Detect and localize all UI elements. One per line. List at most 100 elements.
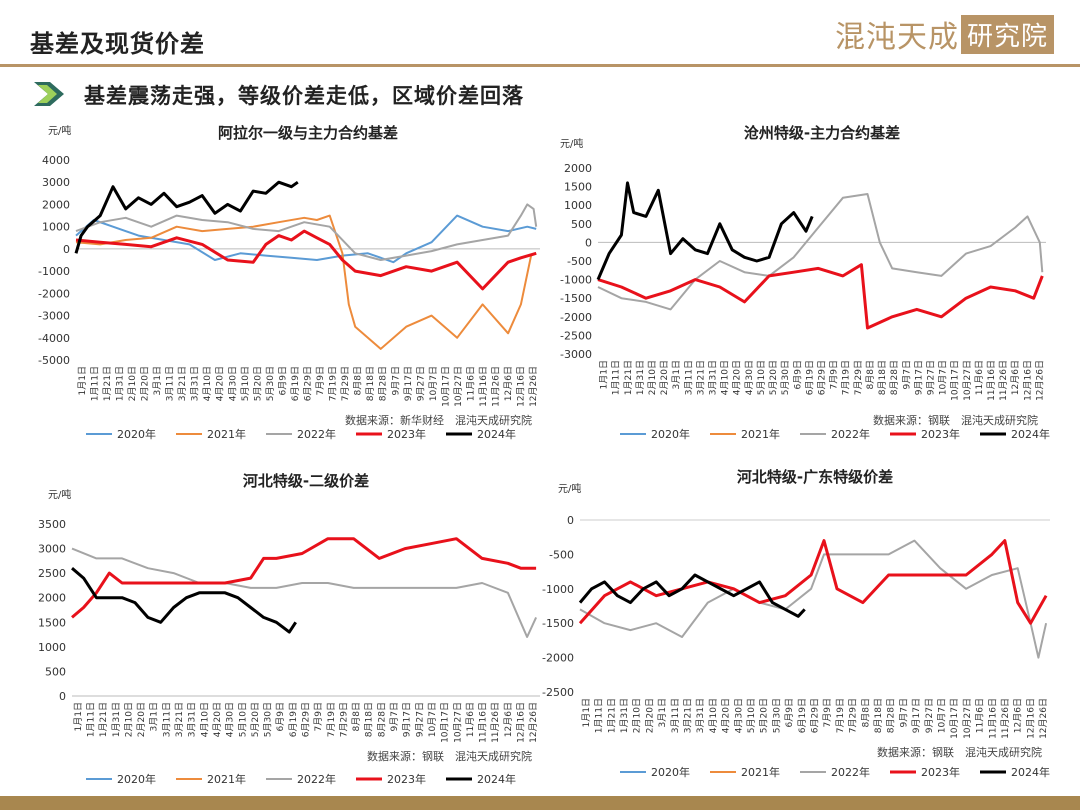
x-tick-label: 2月20日 <box>136 702 147 737</box>
x-tick-label: 4月20日 <box>732 360 743 395</box>
x-tick-label: 11月16日 <box>986 360 997 401</box>
x-tick-label: 12月16日 <box>516 702 527 743</box>
chart-alaer-basis: 阿拉尔一级与主力合约基差 元/吨 4000 3000 2000 1000 0 -1000 -20… <box>38 124 540 441</box>
page-title: 基差及现货价差 <box>30 30 205 58</box>
x-tick-label: 1月31日 <box>635 360 646 395</box>
chart-title: 阿拉尔一级与主力合约基差 <box>218 124 398 142</box>
x-tick-label: 11月6日 <box>465 702 476 737</box>
x-tick-label: 10月27日 <box>453 366 464 407</box>
y-tick-label: -2000 <box>38 287 70 300</box>
x-tick-label: 3月11日 <box>683 360 694 395</box>
y-tick-label: -500 <box>549 548 574 561</box>
x-tick-label: 1月11日 <box>594 698 605 733</box>
legend-label: 2024年 <box>477 772 516 786</box>
y-tick-label: 1000 <box>42 221 70 234</box>
x-tick-label: 4月10日 <box>708 698 719 733</box>
y-tick-label: 2000 <box>564 162 592 175</box>
x-tick-label: 12月6日 <box>1010 360 1021 395</box>
x-tick-label: 1月1日 <box>599 360 610 389</box>
series-line-2024 <box>71 567 297 634</box>
x-tick-label: 1月21日 <box>102 366 113 401</box>
brand-logo: 混沌天成 研究院 <box>835 14 1054 55</box>
x-tick-label: 1月11日 <box>611 360 622 395</box>
x-tick-label: 5月20日 <box>759 698 770 733</box>
legend-label: 2022年 <box>831 427 870 441</box>
y-tick-label: 4000 <box>42 154 70 167</box>
x-tick-label: 8月8日 <box>353 366 364 395</box>
x-tick-label: 7月9日 <box>315 366 326 395</box>
x-tick-label: 3月1日 <box>657 698 668 727</box>
x-tick-label: 11月16日 <box>478 366 489 407</box>
x-tick-label: 6月29日 <box>810 698 821 733</box>
x-tick-label: 5月10日 <box>240 366 251 401</box>
legend-label: 2023年 <box>921 765 960 779</box>
x-tick-label: 10月27日 <box>962 698 973 739</box>
legend-label: 2023年 <box>921 427 960 441</box>
y-tick-label: -1500 <box>542 617 574 630</box>
y-tick-label: -3000 <box>38 310 70 323</box>
y-tick-label: -1000 <box>38 265 70 278</box>
x-tick-label: 11月16日 <box>987 698 998 739</box>
series-line-2021 <box>75 214 537 350</box>
section-subtitle: 基差震荡走强，等级价差走低，区域价差回落 <box>84 84 524 108</box>
legend-label: 2023年 <box>387 772 426 786</box>
footer-bar <box>0 796 1080 810</box>
x-tick-label: 6月29日 <box>303 366 314 401</box>
x-tick-label: 3月31日 <box>187 702 198 737</box>
x-tick-label: 7月19日 <box>326 702 337 737</box>
series-line-2020 <box>75 214 537 264</box>
legend-label: 2024年 <box>477 427 516 441</box>
y-tick-label: -2000 <box>560 311 592 324</box>
y-tick-label: 3000 <box>42 176 70 189</box>
chart-panel-hebei-guangdong-spread: 河北特级-广东特级价差 元/吨 0 -500 -1000 -1500 -2000 -2500 1… <box>540 458 1080 798</box>
y-tick-label: -2500 <box>542 686 574 699</box>
x-tick-label: 3月11日 <box>670 698 681 733</box>
x-tick-label: 11月26日 <box>1000 698 1011 739</box>
y-tick-label: 2000 <box>38 592 66 605</box>
series-line-2024 <box>74 180 299 254</box>
x-tick-label: 7月29日 <box>853 360 864 395</box>
x-tick-label: 1月31日 <box>114 366 125 401</box>
x-tick-label: 9月17日 <box>911 698 922 733</box>
legend-label: 2022年 <box>297 427 336 441</box>
x-tick-label: 7月19日 <box>841 360 852 395</box>
x-tick-label: 7月19日 <box>835 698 846 733</box>
x-tick-label: 3月1日 <box>152 366 163 395</box>
x-tick-label: 9月7日 <box>390 366 401 395</box>
x-tick-label: 3月31日 <box>708 360 719 395</box>
x-tick-label: 6月19日 <box>804 360 815 395</box>
x-tick-label: 6月29日 <box>301 702 312 737</box>
legend-label: 2020年 <box>117 772 156 786</box>
x-tick-label: 6月9日 <box>792 360 803 389</box>
legend-label: 2024年 <box>1011 765 1050 779</box>
y-tick-label: 1500 <box>38 616 66 629</box>
x-tick-label: 4月30日 <box>225 702 236 737</box>
x-tick-label: 5月30日 <box>771 698 782 733</box>
x-tick-label: 5月20日 <box>250 702 261 737</box>
series-line-2022 <box>75 203 538 261</box>
y-tick-label: 2500 <box>38 567 66 580</box>
x-tick-label: 6月9日 <box>275 702 286 731</box>
x-tick-label: 1月21日 <box>623 360 634 395</box>
x-tick-label: 8月18日 <box>365 366 376 401</box>
header-divider <box>0 64 1080 67</box>
y-tick-label: 0 <box>567 514 574 527</box>
x-tick-label: 9月27日 <box>925 360 936 395</box>
legend-label: 2020年 <box>651 765 690 779</box>
x-tick-label: 10月7日 <box>427 702 438 737</box>
y-tick-label: 1000 <box>38 641 66 654</box>
y-tick-label: 2000 <box>42 198 70 211</box>
y-axis-unit: 元/吨 <box>48 488 71 501</box>
y-tick-label: 1500 <box>564 181 592 194</box>
x-tick-label: 4月30日 <box>733 698 744 733</box>
series-line-2023 <box>71 537 537 619</box>
x-tick-label: 3月11日 <box>161 702 172 737</box>
series-line-2022 <box>579 539 1048 659</box>
x-tick-label: 12月16日 <box>1025 698 1036 739</box>
chevron-right-icon <box>34 82 64 106</box>
x-tick-label: 11月16日 <box>478 702 489 743</box>
x-tick-label: 11月6日 <box>974 360 985 395</box>
x-tick-label: 2月20日 <box>659 360 670 395</box>
x-tick-label: 8月28日 <box>889 360 900 395</box>
